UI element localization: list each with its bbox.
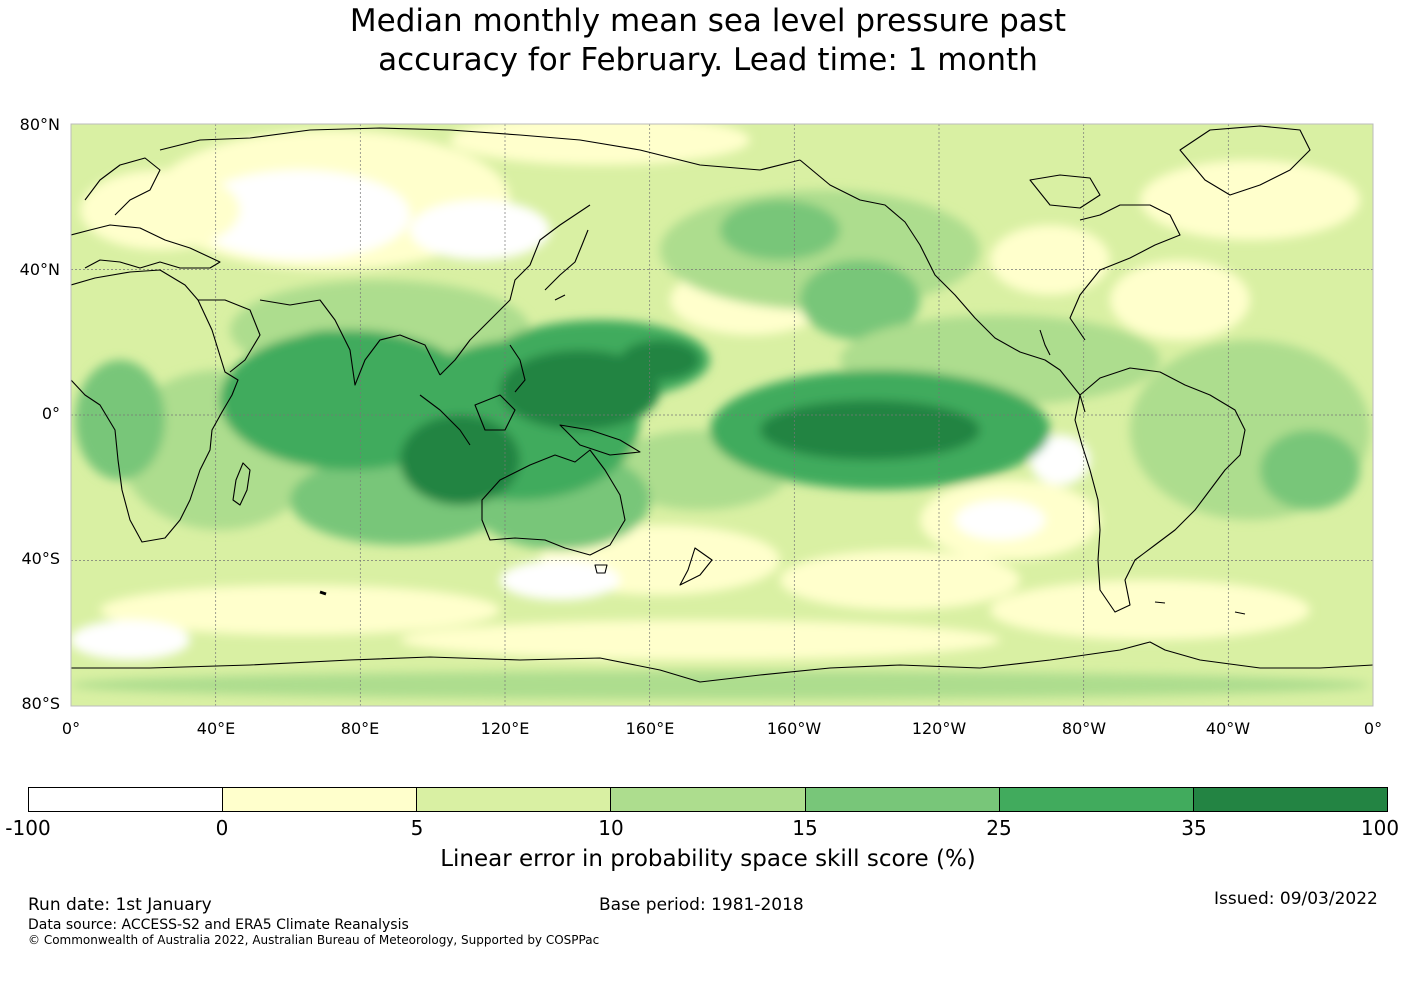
colorbar-tick: 0 <box>215 816 229 840</box>
coast-borneo <box>474 394 516 431</box>
lon-label-160w: 160°W <box>766 719 822 738</box>
colorbar-tick: 100 <box>1360 816 1400 840</box>
title-line-2: accuracy for February. Lead time: 1 mont… <box>378 42 1038 78</box>
lon-label-40w: 40°W <box>1205 719 1251 738</box>
coast-tasmania <box>594 564 608 574</box>
lon-label-80w: 80°W <box>1061 719 1107 738</box>
lon-label-40e: 40°E <box>196 719 236 738</box>
colorbar-tick: 10 <box>598 816 624 840</box>
skill-field <box>71 124 1370 699</box>
lat-label-equator: 0° <box>41 404 60 423</box>
colorbar-segment-2 <box>223 788 418 811</box>
colorbar-segment-7 <box>1193 788 1387 811</box>
lat-label-80n: 80°N <box>19 115 60 134</box>
lon-label-120w: 120°W <box>911 719 967 738</box>
lon-label-160e: 160°E <box>625 719 675 738</box>
map-frame <box>70 123 1374 707</box>
coast-falklands <box>1154 601 1166 604</box>
colorbar-tick: 5 <box>410 816 424 840</box>
colorbar-tick: 35 <box>1181 816 1207 840</box>
coast-europe <box>71 224 221 269</box>
coast-south-america <box>1074 367 1246 613</box>
coast-arabia <box>198 299 261 373</box>
graticule <box>71 124 1373 706</box>
coast-kerguelen <box>319 590 327 596</box>
lat-label-40n: 40°N <box>19 260 60 279</box>
coast-philippines <box>509 344 526 393</box>
coast-india <box>259 299 441 386</box>
coast-madagascar <box>232 462 251 506</box>
skill-score-map <box>70 123 1374 707</box>
lon-label-0: 0° <box>61 719 81 738</box>
copyright: © Commonwealth of Australia 2022, Austra… <box>28 933 600 947</box>
coast-japan-south <box>554 294 566 301</box>
chart-title: Median monthly mean sea level pressure p… <box>0 2 1416 80</box>
coast-hudson <box>1029 174 1101 209</box>
lon-label-120e: 120°E <box>480 719 530 738</box>
run-date: Run date: 1st January <box>28 895 212 915</box>
coast-arctic-asia <box>159 127 801 171</box>
coast-greenland <box>1179 125 1311 196</box>
colorbar-tick: -100 <box>5 816 51 840</box>
data-source: Data source: ACCESS-S2 and ERA5 Climate … <box>28 917 409 933</box>
colorbar <box>28 787 1388 812</box>
coast-africa <box>71 269 239 543</box>
coast-sumatra <box>419 394 471 446</box>
lon-label-0-east: 0° <box>1363 719 1383 738</box>
colorbar-label: Linear error in probability space skill … <box>440 846 976 872</box>
base-period: Base period: 1981-2018 <box>599 895 804 915</box>
colorbar-segment-3 <box>417 788 612 811</box>
colorbar-tick: 15 <box>792 816 818 840</box>
issued-date: Issued: 09/03/2022 <box>1214 889 1378 909</box>
coast-japan <box>544 229 589 291</box>
coast-se-asia <box>439 204 591 376</box>
coast-antarctica <box>71 641 1373 683</box>
title-line-1: Median monthly mean sea level pressure p… <box>349 3 1067 39</box>
coast-australia <box>481 449 626 556</box>
lat-label-40s: 40°S <box>21 549 60 568</box>
coast-na-east <box>1069 204 1181 341</box>
colorbar-tick: 25 <box>986 816 1012 840</box>
coast-florida <box>1039 329 1051 356</box>
coast-png <box>559 424 641 456</box>
colorbar-segment-4 <box>611 788 806 811</box>
colorbar-segment-1 <box>29 788 224 811</box>
coast-s-georgia <box>1234 611 1246 615</box>
coast-alaska <box>799 159 1086 413</box>
colorbar-segment-5 <box>805 788 1000 811</box>
colorbar-segment-6 <box>999 788 1194 811</box>
coast-scandinavia <box>84 157 161 216</box>
lat-label-80s: 80°S <box>21 694 60 713</box>
coastlines <box>71 125 1373 683</box>
coast-new-zealand <box>679 547 713 586</box>
lon-label-80e: 80°E <box>340 719 380 738</box>
